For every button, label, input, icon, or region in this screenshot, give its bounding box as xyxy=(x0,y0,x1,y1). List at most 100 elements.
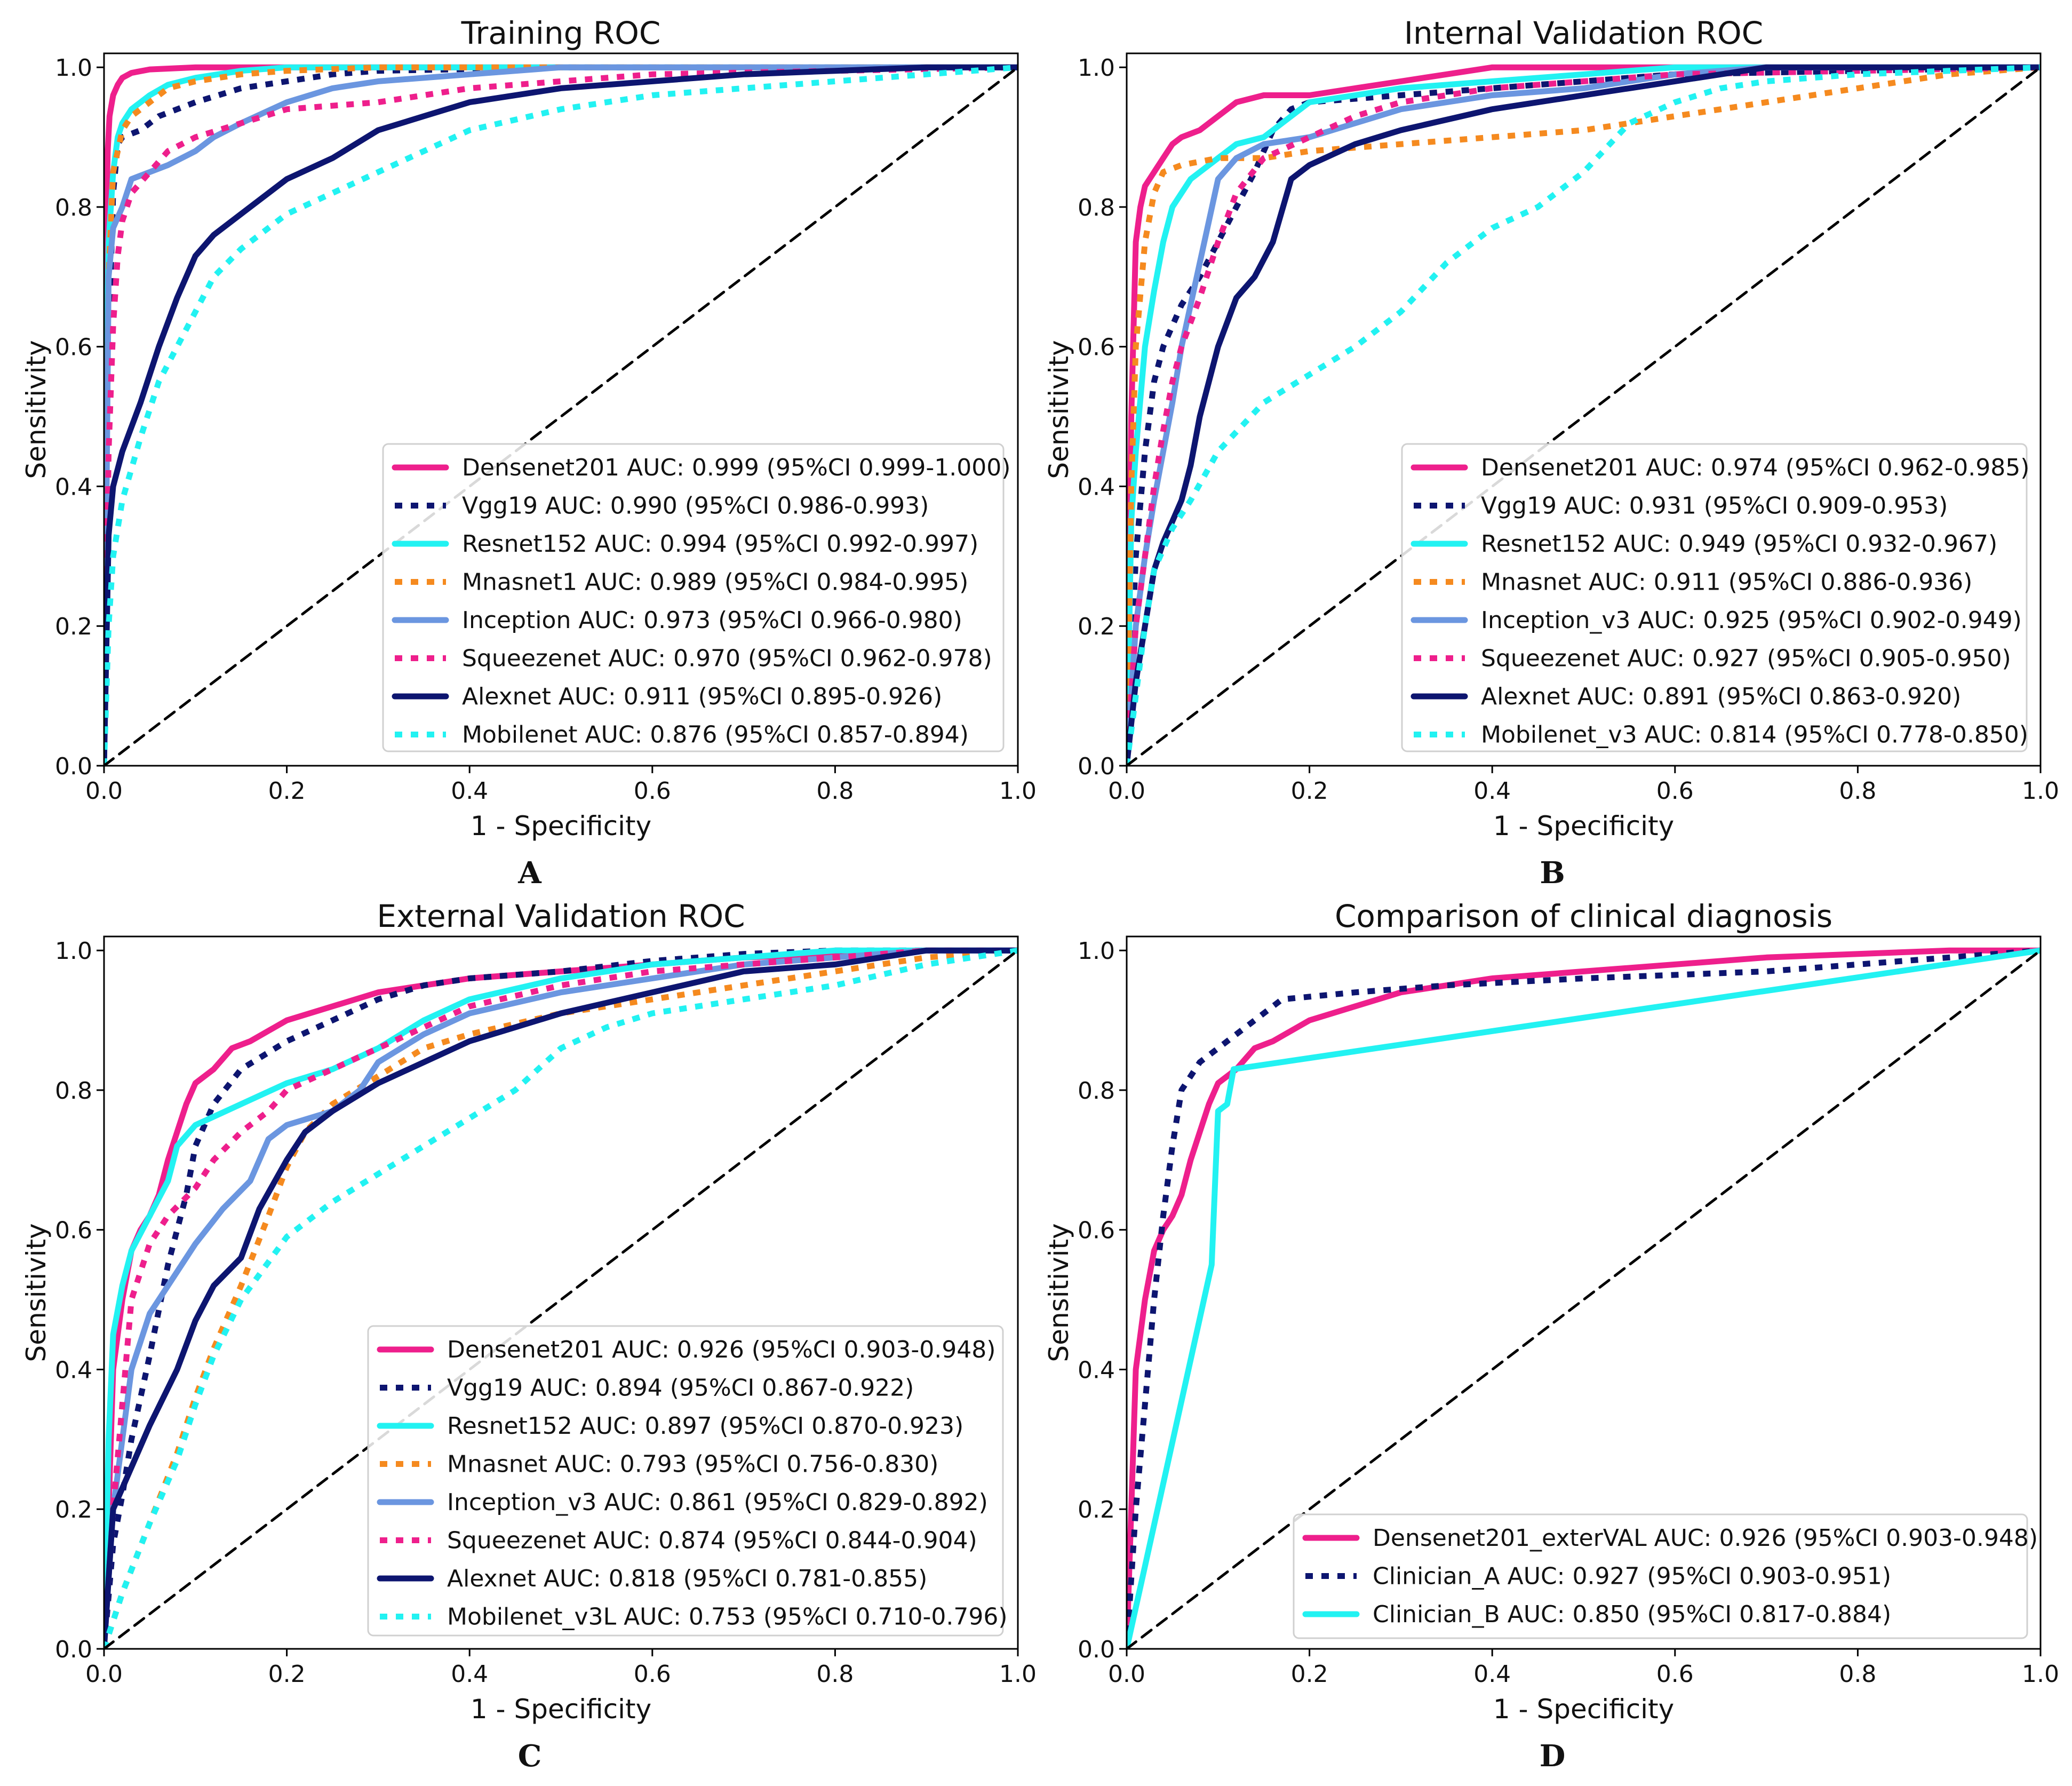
panel-a: Training ROC 0.0 0.2 0.4 0.6 0.8 1.0 0.0 0.2 0.4 0… xyxy=(21,15,1037,891)
legend-entry-label: Mnasnet AUC: 0.911 (95%CI 0.886-0.936) xyxy=(1481,569,1972,596)
roc-curve-2 xyxy=(1127,947,2041,1649)
legend-box xyxy=(1293,1513,2028,1639)
legend-entry-label: Clinician_B AUC: 0.850 (95%CI 0.817-0.88… xyxy=(1373,1601,1891,1628)
x-tick-label: 0.8 xyxy=(1839,777,1876,805)
legend-entry-label: Resnet152 AUC: 0.949 (95%CI 0.932-0.967) xyxy=(1481,530,1997,558)
legend-entry-label: Inception_v3 AUC: 0.861 (95%CI 0.829-0.8… xyxy=(447,1489,988,1516)
x-tick-label: 0.0 xyxy=(85,1661,123,1688)
chart-title: Training ROC xyxy=(461,15,661,51)
x-tick-label: 0.4 xyxy=(451,777,488,805)
x-tick-label: 0.6 xyxy=(634,777,671,805)
x-tick-label: 0.0 xyxy=(85,777,123,805)
legend-box xyxy=(382,443,1005,752)
roc-curve-3 xyxy=(1127,64,2041,766)
panel-d: Comparison of clinical diagnosis 0.0 0.2 0.… xyxy=(1043,898,2059,1774)
roc-curve-3 xyxy=(104,64,1018,766)
y-tick-label: 0.2 xyxy=(1078,1496,1115,1523)
x-axis-label: 1 - Specificity xyxy=(471,1694,651,1725)
y-tick-label: 0.0 xyxy=(1078,1636,1115,1663)
y-tick-label: 0.8 xyxy=(55,194,92,221)
y-tick-label: 0.4 xyxy=(1078,1356,1115,1384)
y-tick-label: 0.4 xyxy=(55,1356,92,1384)
roc-curve-7 xyxy=(104,64,1018,766)
legend-entry-label: Inception AUC: 0.973 (95%CI 0.966-0.980) xyxy=(462,607,962,634)
x-tick-label: 1.0 xyxy=(999,777,1037,805)
panel-letter: D xyxy=(1540,1739,1566,1774)
y-tick-label: 0.2 xyxy=(55,1496,92,1523)
x-tick-label: 0.4 xyxy=(451,1661,488,1688)
y-axis-label: Sensitivity xyxy=(1043,1223,1074,1362)
x-axis-label: 1 - Specificity xyxy=(1493,1694,1674,1725)
roc-curve-1 xyxy=(1127,64,2041,766)
legend-entry-label: Squeezenet AUC: 0.874 (95%CI 0.844-0.904… xyxy=(447,1527,977,1554)
legend-entry-label: Mnasnet AUC: 0.793 (95%CI 0.756-0.830) xyxy=(447,1451,938,1478)
roc-curve-4 xyxy=(104,64,1018,766)
legend-entry-label: Mobilenet_v3L AUC: 0.753 (95%CI 0.710-0.… xyxy=(447,1604,1007,1631)
y-tick-label: 0.6 xyxy=(1078,1217,1115,1244)
x-axis-label: 1 - Specificity xyxy=(471,811,651,842)
x-tick-label: 0.6 xyxy=(1656,1661,1694,1688)
plot-area xyxy=(104,947,1018,1649)
plot-area xyxy=(1127,947,2041,1649)
x-tick-label: 0.6 xyxy=(1656,777,1694,805)
legend-entry-label: Alexnet AUC: 0.818 (95%CI 0.781-0.855) xyxy=(447,1565,927,1592)
x-tick-label: 1.0 xyxy=(2022,777,2059,805)
legend-entry-label: Squeezenet AUC: 0.970 (95%CI 0.962-0.978… xyxy=(462,645,992,672)
roc-curve-6 xyxy=(104,64,1018,766)
roc-curve-1 xyxy=(104,947,1018,1649)
legend-entry-label: Resnet152 AUC: 0.897 (95%CI 0.870-0.923) xyxy=(447,1412,963,1440)
chance-diagonal-line xyxy=(1127,949,2041,1649)
y-tick-label: 0.6 xyxy=(1078,334,1115,361)
y-tick-label: 0.4 xyxy=(1078,473,1115,501)
x-tick-label: 1.0 xyxy=(2022,1661,2059,1688)
legend: Densenet201 AUC: 0.974 (95%CI 0.962-0.98… xyxy=(1401,443,2029,752)
y-tick-label: 0.6 xyxy=(55,1217,92,1244)
legend-entry-label: Alexnet AUC: 0.891 (95%CI 0.863-0.920) xyxy=(1481,683,1961,710)
legend-entry-label: Resnet152 AUC: 0.994 (95%CI 0.992-0.997) xyxy=(462,530,978,558)
y-tick-label: 0.0 xyxy=(55,753,92,780)
x-tick-label: 0.8 xyxy=(1839,1661,1876,1688)
roc-curve-4 xyxy=(1127,64,2041,766)
axes-frame xyxy=(103,52,1019,767)
roc-curve-2 xyxy=(104,947,1018,1649)
y-tick-label: 1.0 xyxy=(55,54,92,82)
roc-curve-7 xyxy=(104,947,1018,1649)
roc-curve-5 xyxy=(104,947,1018,1649)
x-axis-label: 1 - Specificity xyxy=(1493,811,1674,842)
axes-frame xyxy=(1126,52,2042,767)
y-tick-label: 0.2 xyxy=(55,613,92,640)
roc-curve-2 xyxy=(1127,64,2041,766)
y-tick-label: 0.6 xyxy=(55,334,92,361)
legend-box xyxy=(1401,443,2028,752)
roc-curve-5 xyxy=(104,64,1018,766)
legend-entry-label: Densenet201 AUC: 0.999 (95%CI 0.999-1.00… xyxy=(462,454,1010,481)
panel-letter: C xyxy=(518,1739,542,1774)
x-tick-label: 1.0 xyxy=(999,1661,1037,1688)
chance-diagonal-line xyxy=(1127,66,2041,766)
roc-curve-7 xyxy=(1127,64,2041,766)
chart-title: Comparison of clinical diagnosis xyxy=(1335,898,1832,934)
roc-curve-4 xyxy=(104,947,1018,1649)
x-tick-label: 0.2 xyxy=(268,1661,306,1688)
roc-curve-6 xyxy=(104,947,1018,1649)
chart-title: Internal Validation ROC xyxy=(1404,15,1763,51)
legend-entry-label: Mobilenet AUC: 0.876 (95%CI 0.857-0.894) xyxy=(462,721,969,749)
panel-c: External Validation ROC 0.0 0.2 0.4 0.6 0.8 1.… xyxy=(21,898,1037,1774)
legend: Densenet201_exterVAL AUC: 0.926 (95%CI 0… xyxy=(1293,1513,2038,1639)
y-tick-label: 1.0 xyxy=(55,938,92,965)
legend-entry-label: Densenet201 AUC: 0.974 (95%CI 0.962-0.98… xyxy=(1481,454,2029,481)
y-tick-label: 1.0 xyxy=(1078,54,1115,82)
legend: Densenet201 AUC: 0.999 (95%CI 0.999-1.00… xyxy=(382,443,1010,752)
y-tick-label: 0.8 xyxy=(1078,1077,1115,1105)
x-tick-label: 0.8 xyxy=(816,1661,854,1688)
x-tick-label: 0.0 xyxy=(1108,777,1145,805)
chance-diagonal-line xyxy=(104,66,1018,766)
y-tick-label: 0.8 xyxy=(55,1077,92,1105)
x-tick-label: 0.4 xyxy=(1473,777,1511,805)
legend-entry-label: Mobilenet_v3 AUC: 0.814 (95%CI 0.778-0.8… xyxy=(1481,721,2028,749)
roc-curve-5 xyxy=(1127,64,2041,766)
legend-entry-label: Inception_v3 AUC: 0.925 (95%CI 0.902-0.9… xyxy=(1481,607,2022,634)
y-tick-label: 1.0 xyxy=(1078,938,1115,965)
y-axis-label: Sensitivity xyxy=(21,340,52,479)
